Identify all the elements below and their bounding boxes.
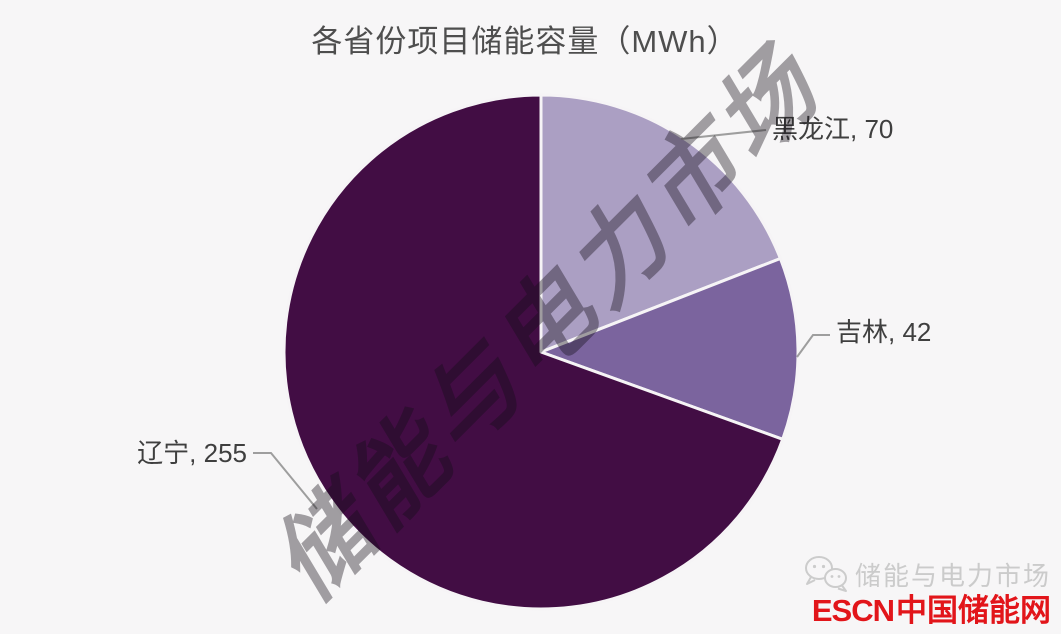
brand-logo: ESCN中国储能网	[802, 585, 1051, 630]
leader-line-heilongjiang	[680, 129, 767, 140]
pie-slice-jilin	[539, 257, 800, 441]
brand-cn-text: 中国储能网	[896, 593, 1051, 628]
leader-line-jilin	[796, 334, 830, 358]
footer-watermark-text: 储能与电力市场	[854, 560, 1051, 591]
brand-latin-text: ESCN	[811, 593, 895, 628]
slice-label-heilongjiang: 黑龙江, 70	[772, 114, 893, 144]
pie-slice-liaoning	[282, 93, 785, 611]
leader-line-liaoning	[253, 452, 318, 510]
slice-label-liaoning: 辽宁, 255	[137, 438, 247, 468]
footer-watermark-row: 储能与电力市场	[802, 554, 1051, 594]
brand-footer: 储能与电力市场 ESCN中国储能网	[802, 554, 1051, 630]
chart-title: 各省份项目储能容量（MWh）	[311, 24, 739, 59]
pie-slice-heilongjiang	[539, 93, 782, 354]
slice-label-jilin: 吉林, 42	[836, 317, 931, 347]
wechat-icon	[804, 556, 847, 592]
